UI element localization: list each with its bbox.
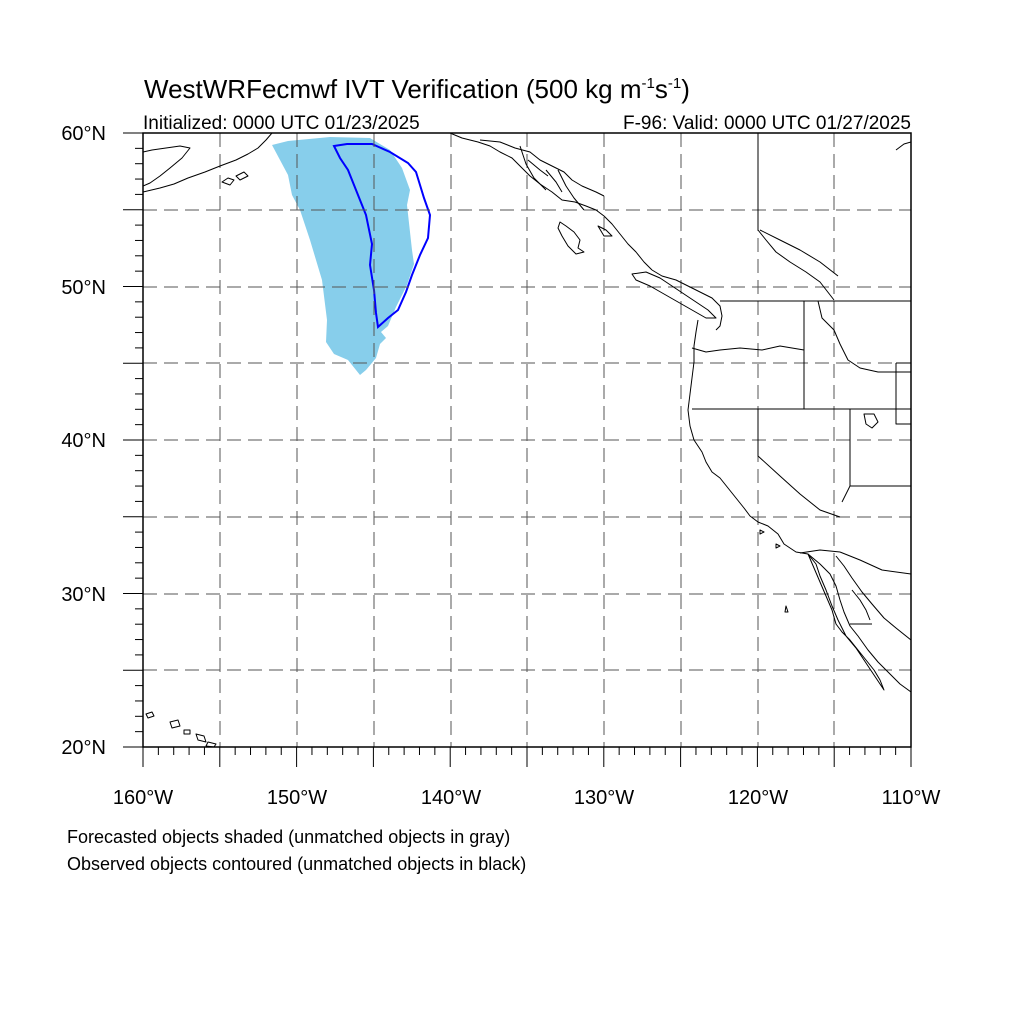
observed-note: Observed objects contoured (unmatched ob… bbox=[67, 854, 526, 874]
observed-object-contour bbox=[332, 143, 432, 329]
lat-label-30n: 30°N bbox=[61, 584, 106, 606]
lon-label-160w: 160°W bbox=[113, 787, 173, 809]
tick-marks bbox=[123, 132, 912, 767]
lon-label-150w: 150°W bbox=[267, 787, 327, 809]
lon-label-120w: 120°W bbox=[728, 787, 788, 809]
map-title: WestWRFecmwf IVT Verification (500 kg m-… bbox=[144, 74, 690, 104]
lon-label-130w: 130°W bbox=[574, 787, 634, 809]
lat-label-60n: 60°N bbox=[61, 123, 106, 145]
lon-label-110w: 110°W bbox=[882, 787, 941, 809]
gridlines bbox=[143, 133, 911, 747]
coastlines bbox=[143, 133, 911, 747]
lon-label-140w: 140°W bbox=[421, 787, 481, 809]
lat-label-20n: 20°N bbox=[61, 737, 106, 759]
valid-time-label: F-96: Valid: 0000 UTC 01/27/2025 bbox=[623, 113, 911, 134]
init-time-label: Initialized: 0000 UTC 01/23/2025 bbox=[143, 113, 420, 134]
lat-label-50n: 50°N bbox=[61, 277, 106, 299]
forecast-object-shaded bbox=[272, 137, 414, 375]
forecast-note: Forecasted objects shaded (unmatched obj… bbox=[67, 827, 510, 847]
lat-labels: 60°N 50°N 40°N 30°N 20°N bbox=[61, 123, 106, 759]
lat-label-40n: 40°N bbox=[61, 430, 106, 452]
lon-labels: 160°W 150°W 140°W 130°W 120°W 110°W bbox=[113, 787, 941, 809]
